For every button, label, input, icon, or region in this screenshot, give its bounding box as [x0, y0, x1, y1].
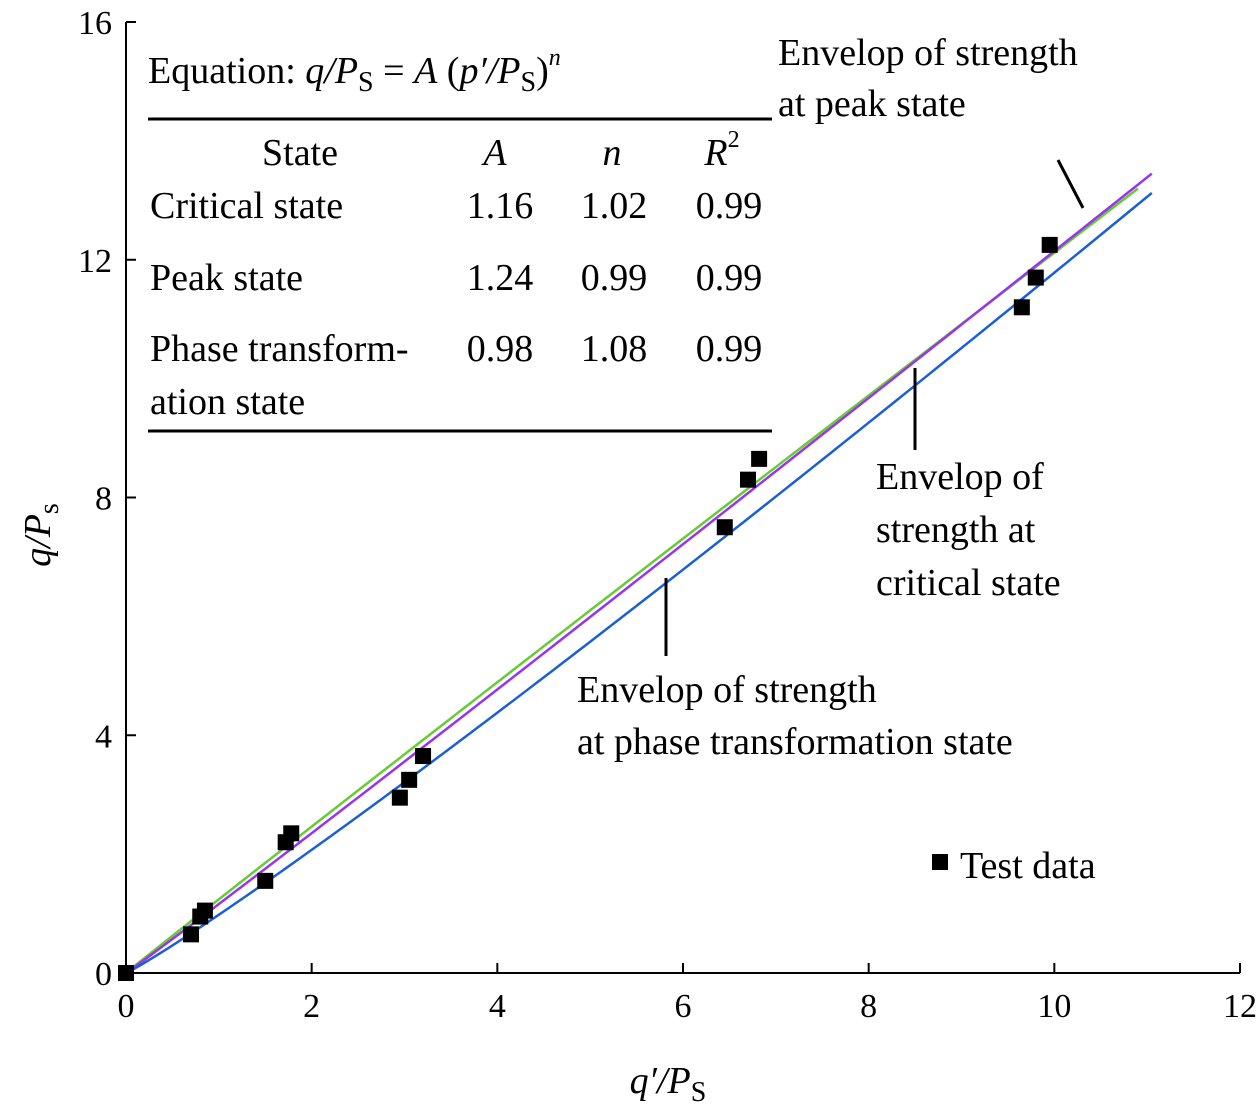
annotation-critical: strength at: [876, 509, 1036, 551]
row-r2-value: 0.99: [696, 257, 763, 299]
row-r2-value: 0.99: [696, 328, 763, 370]
annotation-phase: Envelop of strength: [577, 669, 877, 711]
annotation-peak: Envelop of strength: [778, 32, 1078, 74]
parameter-table: Equation: q/PS = A (p′/PS)n State A n R2…: [148, 45, 772, 433]
row-state-label: Phase transform-: [150, 328, 409, 370]
x-tick-label: 6: [675, 988, 692, 1025]
data-point: [257, 872, 274, 889]
row-a-value: 1.24: [467, 257, 534, 299]
data-point: [716, 519, 733, 536]
row-r2-value: 0.99: [696, 185, 763, 227]
data-point: [739, 471, 756, 488]
annotation-critical: critical state: [876, 562, 1061, 604]
x-tick-label: 8: [860, 988, 877, 1025]
data-point: [415, 748, 432, 765]
data-point: [283, 825, 300, 842]
envelope-curve-critical: [125, 172, 1153, 975]
row-a-value: 0.98: [467, 328, 534, 370]
row-n-value: 1.08: [581, 328, 648, 370]
annotation-critical: Envelop of: [876, 456, 1044, 498]
y-tick-label: 0: [95, 956, 112, 993]
y-tick-label: 8: [95, 481, 112, 518]
row-n-value: 1.02: [581, 185, 648, 227]
annotation-peak: at peak state: [778, 83, 966, 125]
annotations: Envelop of strength at peak state Envelop …: [577, 32, 1078, 763]
y-tick-label: 16: [78, 5, 112, 42]
row-state-label: Peak state: [150, 257, 303, 299]
table-rows: Critical state 1.16 1.02 0.99 Peak state 1.24…: [150, 185, 762, 423]
row-state-label: Critical state: [150, 185, 343, 227]
data-point: [182, 926, 199, 943]
data-point: [1013, 299, 1030, 316]
y-axis-title: q/Ps: [17, 503, 65, 567]
envelope-curve-phase: [125, 191, 1153, 975]
data-point: [196, 902, 213, 919]
header-a: A: [480, 132, 507, 174]
legend: Test data: [932, 845, 1096, 887]
annotation-phase: at phase transformation state: [577, 721, 1013, 763]
row-state-label: ation state: [150, 381, 305, 423]
row-n-value: 0.99: [581, 257, 648, 299]
peak-leader: [1056, 159, 1085, 209]
x-tick-label: 0: [118, 988, 135, 1025]
x-tick-label: 2: [303, 988, 320, 1025]
equation-text: Equation: q/PS = A (p′/PS)n: [148, 45, 561, 98]
x-tick-label: 12: [1223, 988, 1257, 1025]
y-tick-label: 4: [95, 718, 112, 755]
legend-marker: [932, 854, 948, 870]
x-tick-label: 4: [489, 988, 506, 1025]
header-r2: R2: [703, 127, 739, 174]
y-tick-label: 12: [78, 243, 112, 280]
header-state: State: [262, 132, 338, 174]
x-axis-title: q′/PS: [630, 1060, 707, 1108]
row-a-value: 1.16: [467, 185, 534, 227]
legend-label: Test data: [960, 845, 1096, 887]
data-point: [118, 965, 134, 981]
data-point: [1027, 269, 1044, 286]
header-n: n: [603, 132, 622, 174]
ticks: 0 2 4 6 8 10 12 0 4 8 12 16: [78, 5, 1257, 1025]
data-point: [1041, 236, 1058, 253]
x-tick-label: 10: [1037, 988, 1071, 1025]
data-point: [401, 771, 418, 788]
data-point: [751, 450, 768, 467]
test-data-points: [118, 236, 1058, 981]
data-point: [391, 789, 408, 806]
